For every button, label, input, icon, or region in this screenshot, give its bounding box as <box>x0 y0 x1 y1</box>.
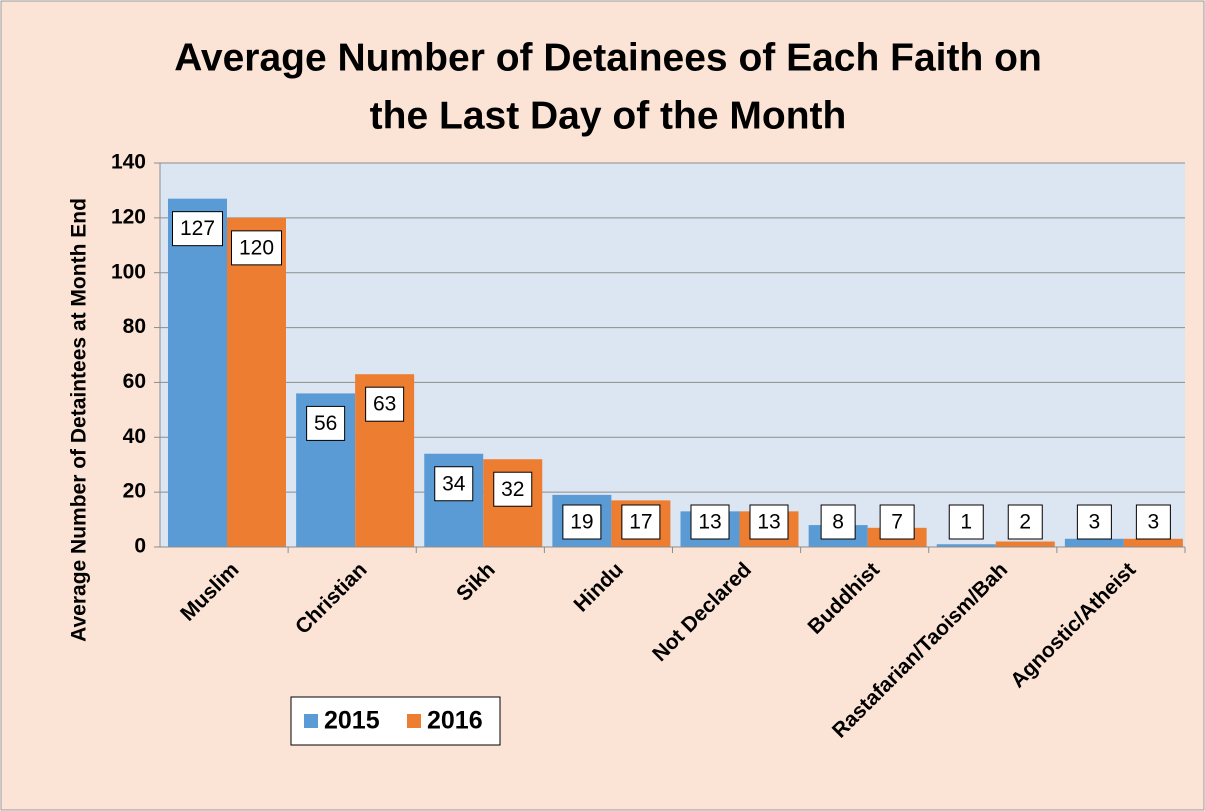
y-tick-label: 140 <box>111 151 146 174</box>
data-label-box <box>1007 504 1043 540</box>
data-label: 19 <box>570 511 593 534</box>
data-label-box <box>948 504 984 540</box>
legend-label: 2015 <box>324 707 380 735</box>
data-label: 127 <box>180 217 215 240</box>
data-label: 13 <box>698 511 721 534</box>
legend-swatch <box>304 714 318 728</box>
data-label-box <box>621 504 661 540</box>
data-label: 34 <box>442 472 466 495</box>
data-label-box <box>879 504 915 540</box>
data-label: 8 <box>832 511 844 534</box>
chart-title: Average Number of Detainees of Each Fait… <box>174 36 1042 79</box>
data-label: 32 <box>501 478 524 501</box>
data-label-box <box>434 466 474 502</box>
y-tick-label: 120 <box>111 205 146 228</box>
data-label-box <box>562 504 602 540</box>
y-tick-label: 100 <box>111 260 146 283</box>
legend <box>290 696 501 746</box>
data-label: 1 <box>960 511 972 534</box>
bar <box>1123 538 1183 547</box>
data-label: 17 <box>629 511 652 534</box>
data-label: 56 <box>314 412 337 435</box>
bar <box>1064 538 1124 547</box>
data-label-box <box>365 386 405 422</box>
chart-title: the Last Day of the Month <box>370 94 847 137</box>
data-label-box <box>306 405 346 441</box>
data-label: 3 <box>1148 511 1160 534</box>
y-tick-label: 80 <box>123 315 146 338</box>
data-label-box <box>172 211 223 247</box>
y-tick-label: 60 <box>123 370 146 393</box>
y-tick-label: 0 <box>134 535 146 558</box>
y-tick-label: 40 <box>123 425 146 448</box>
bar <box>168 198 227 547</box>
bar <box>227 217 286 547</box>
legend-label: 2016 <box>427 707 483 735</box>
bar <box>995 541 1055 547</box>
data-label-box <box>690 504 730 540</box>
data-label-box <box>749 504 789 540</box>
y-axis-title: Average Number of Detaintees at Month En… <box>68 198 91 642</box>
data-label: 63 <box>373 393 396 416</box>
data-label: 120 <box>239 236 274 259</box>
y-tick-label: 20 <box>123 480 146 503</box>
data-label-box <box>1135 504 1171 540</box>
legend-swatch <box>407 714 421 728</box>
data-label-box <box>231 230 282 266</box>
data-label-box <box>493 471 533 507</box>
bar <box>936 544 996 547</box>
data-label-box <box>1076 504 1112 540</box>
data-label: 2 <box>1019 511 1031 534</box>
data-label: 3 <box>1089 511 1101 534</box>
data-label: 7 <box>891 511 903 534</box>
data-label-box <box>820 504 856 540</box>
data-label: 13 <box>757 511 780 534</box>
